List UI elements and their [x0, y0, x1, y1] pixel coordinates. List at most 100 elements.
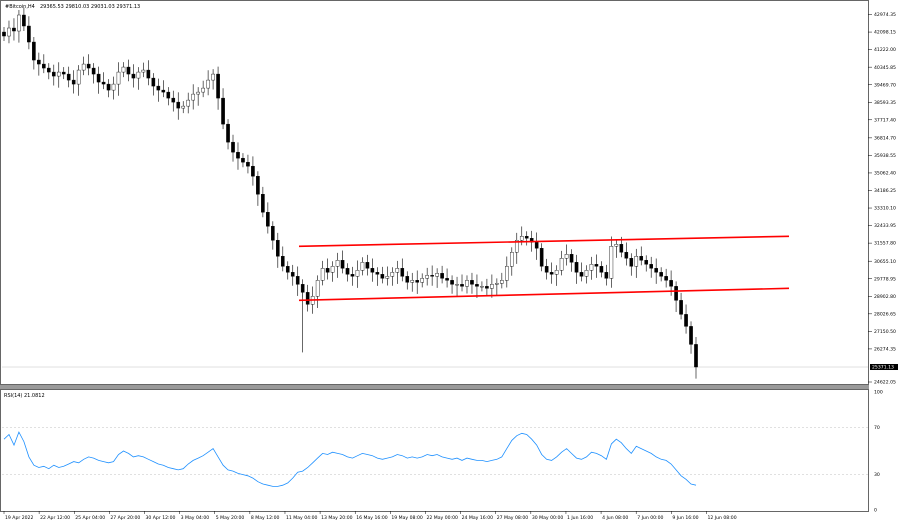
- candle-body: [500, 280, 504, 284]
- candle-body: [315, 280, 320, 297]
- time-tick-label: 11 May 04:00: [286, 515, 318, 521]
- candle-body: [191, 93, 195, 101]
- candle-body: [47, 67, 51, 73]
- rsi-panel-frame: [0, 389, 869, 512]
- candle-body: [480, 286, 484, 288]
- rsi-level-label: 100: [874, 390, 883, 396]
- candle-body: [669, 280, 673, 287]
- candle-body: [694, 344, 698, 368]
- candle-body: [7, 27, 11, 37]
- candle-body: [146, 69, 151, 79]
- candle-body: [285, 266, 290, 273]
- candle-body: [614, 244, 619, 247]
- candle-body: [539, 248, 544, 267]
- price-tick-label: 39469.70: [874, 82, 896, 88]
- candle-body: [674, 286, 678, 301]
- candle-body: [106, 83, 111, 91]
- price-tick-label: 34186.25: [874, 188, 896, 194]
- rsi-line: [3, 431, 697, 487]
- panel-separator[interactable]: [0, 385, 869, 389]
- candle-body: [649, 264, 653, 269]
- candle-body: [271, 226, 275, 241]
- rsi-layer: [2, 427, 868, 487]
- candle-body: [514, 240, 519, 253]
- candle-body: [91, 67, 96, 75]
- candle-body: [42, 63, 46, 69]
- candle-body: [455, 284, 459, 286]
- candle-body: [136, 71, 141, 79]
- candle-body: [375, 272, 380, 275]
- channel-lower-line[interactable]: [298, 287, 790, 302]
- time-tick-label: 25 Apr 04:00: [75, 515, 105, 521]
- candle-body: [440, 273, 444, 279]
- candle-body: [564, 254, 569, 259]
- candle-body: [305, 292, 310, 305]
- candle-body: [335, 260, 340, 267]
- candle-body: [17, 14, 21, 32]
- candle-body: [659, 272, 663, 277]
- candle-body: [634, 256, 639, 267]
- price-tick-label: 36814.70: [874, 135, 896, 141]
- candle-body: [664, 276, 668, 281]
- candle-body: [400, 268, 405, 277]
- rsi-level-label: 30: [874, 472, 880, 478]
- candle-body: [569, 254, 574, 263]
- time-tick-label: 1 Jun 16:00: [567, 515, 593, 521]
- price-tick-label: 38593.35: [874, 100, 896, 106]
- candle-body: [211, 73, 215, 81]
- candle-body: [435, 273, 439, 277]
- candle-body: [604, 272, 609, 279]
- symbol-info: #Bitcoin,H4: [5, 4, 35, 10]
- price-tick-label: 32433.95: [874, 223, 896, 229]
- candle-body: [246, 161, 250, 167]
- candle-body: [519, 236, 524, 241]
- candle-body: [116, 71, 121, 85]
- rsi-label: RSI(14) 21.0812: [4, 393, 45, 399]
- candle-body: [295, 276, 300, 285]
- candle-body: [86, 63, 91, 69]
- candle-body: [66, 73, 71, 81]
- price-tick-label: 31557.80: [874, 241, 896, 247]
- candle-body: [206, 79, 210, 89]
- time-tick-label: 27 May 08:00: [497, 515, 529, 521]
- candle-body: [51, 71, 56, 77]
- candle-body: [689, 326, 693, 345]
- candle-body: [111, 83, 116, 91]
- candle-body: [425, 275, 429, 279]
- candle-body: [420, 278, 424, 283]
- candle-body: [345, 268, 350, 275]
- price-tick-label: 42098.15: [874, 30, 896, 36]
- time-tick-label: 9 Jun 16:00: [672, 515, 698, 521]
- channel-upper-line[interactable]: [298, 235, 790, 248]
- candle-body: [290, 272, 295, 277]
- candle-body: [156, 85, 161, 91]
- candle-body: [619, 244, 624, 253]
- candle-body: [27, 25, 31, 43]
- candle-body: [320, 268, 325, 281]
- candle-body: [594, 264, 599, 267]
- candle-body: [101, 81, 106, 85]
- candle-body: [171, 97, 176, 103]
- price-tick-label: 37717.40: [874, 117, 896, 123]
- candle-body: [639, 256, 644, 261]
- candle-body: [221, 97, 225, 125]
- candle-body: [166, 91, 171, 99]
- time-tick-label: 30 May 00:00: [532, 515, 564, 521]
- price-tick-label: 29778.95: [874, 276, 896, 282]
- price-tick-label: 28026.65: [874, 311, 896, 317]
- price-tick-label: 41222.00: [874, 47, 896, 53]
- candle-body: [380, 274, 385, 279]
- time-tick-label: 5 May 20:00: [216, 515, 245, 521]
- time-tick-label: 19 Apr 2022: [5, 515, 33, 521]
- candle-body: [599, 266, 604, 273]
- candle-body: [2, 31, 6, 37]
- candle-body: [196, 91, 200, 95]
- candle-body: [241, 157, 245, 163]
- candle-body: [280, 256, 285, 267]
- candle-body: [151, 77, 156, 87]
- candle-body: [654, 268, 658, 273]
- ohlc-readout: 29365.53 29810.03 29031.03 29371.13: [40, 4, 140, 10]
- candle-body: [505, 266, 509, 281]
- candle-body: [549, 272, 554, 275]
- rsi-level-label: 0: [874, 508, 877, 514]
